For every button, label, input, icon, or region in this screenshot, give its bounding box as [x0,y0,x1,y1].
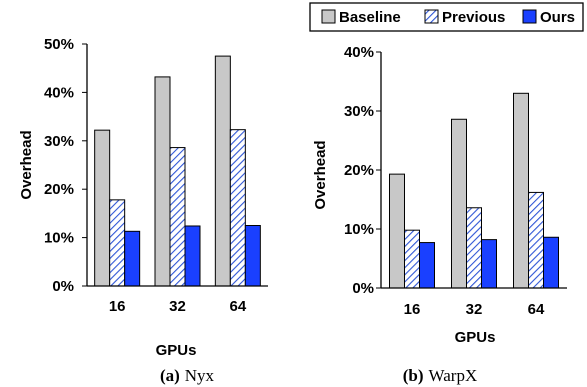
bar-baseline-warpx-64 [513,92,529,289]
legend-label-baseline: Baseline [339,9,401,26]
bar-previous-nyx-32 [169,147,186,287]
bar-baseline-nyx-16 [94,129,111,287]
bar-ours-nyx-64 [244,225,261,287]
ytick-label-warpx: 40% [344,44,374,61]
bar-ours-nyx-16 [124,230,141,287]
bar-previous-nyx-64 [229,129,246,287]
panel-warpx: 0% 10% 20% 30% 40% 16 32 64 [344,44,567,318]
bar-baseline-nyx-64 [214,55,231,287]
bar-previous-warpx-64 [528,191,544,289]
legend-swatch-ours [522,9,537,24]
ytick-label-warpx: 20% [344,162,374,179]
caption-name-nyx: Nyx [185,366,215,385]
bar-previous-nyx-16 [109,199,126,287]
xlabel-warpx: GPUs [455,329,496,346]
ytick-label-nyx: 50% [44,36,74,53]
xtick-label-warpx: 64 [528,301,545,318]
ytick-label-nyx: 10% [44,230,74,247]
caption-tag-nyx: (a) [160,366,180,385]
xtick-label-warpx: 16 [404,301,421,318]
xtick-label-warpx: 32 [466,301,483,318]
xtick-label-nyx: 16 [109,298,126,315]
legend-label-ours: Ours [540,9,575,26]
bar-ours-warpx-32 [481,239,497,289]
bar-ours-warpx-64 [543,236,559,289]
bar-baseline-warpx-16 [389,173,405,289]
caption-name-warpx: WarpX [429,366,478,385]
xlabel-nyx: GPUs [156,342,197,359]
bar-ours-warpx-16 [419,242,435,289]
xtick-label-nyx: 32 [169,298,186,315]
legend-swatch-baseline [321,9,336,24]
ytick-label-nyx: 30% [44,133,74,150]
legend-swatch-previous [424,9,439,24]
ytick-label-warpx: 30% [344,103,374,120]
xtick-label-nyx: 64 [229,298,246,315]
ytick-label-nyx: 40% [44,84,74,101]
caption-tag-warpx: (b) [403,366,424,385]
caption-nyx: (a) Nyx [160,366,215,385]
bar-previous-warpx-16 [404,229,420,289]
bar-baseline-warpx-32 [451,118,467,289]
bar-baseline-nyx-32 [154,76,171,287]
legend-frame [309,2,584,32]
bar-ours-nyx-32 [184,225,201,287]
ytick-label-nyx: 20% [44,181,74,198]
caption-warpx: (b) WarpX [403,366,477,385]
panel-nyx: 0% 10% 20% 30% 40% 50% 16 32 64 [44,36,268,315]
ylabel-warpx: Overhead [312,140,329,209]
ylabel-nyx: Overhead [18,130,35,199]
legend: Baseline Previous Ours [309,2,584,32]
bar-previous-warpx-32 [466,207,482,289]
ytick-label-warpx: 10% [344,221,374,238]
ytick-label-nyx: 0% [52,278,74,295]
legend-label-previous: Previous [442,9,505,26]
ytick-label-warpx: 0% [352,280,374,297]
